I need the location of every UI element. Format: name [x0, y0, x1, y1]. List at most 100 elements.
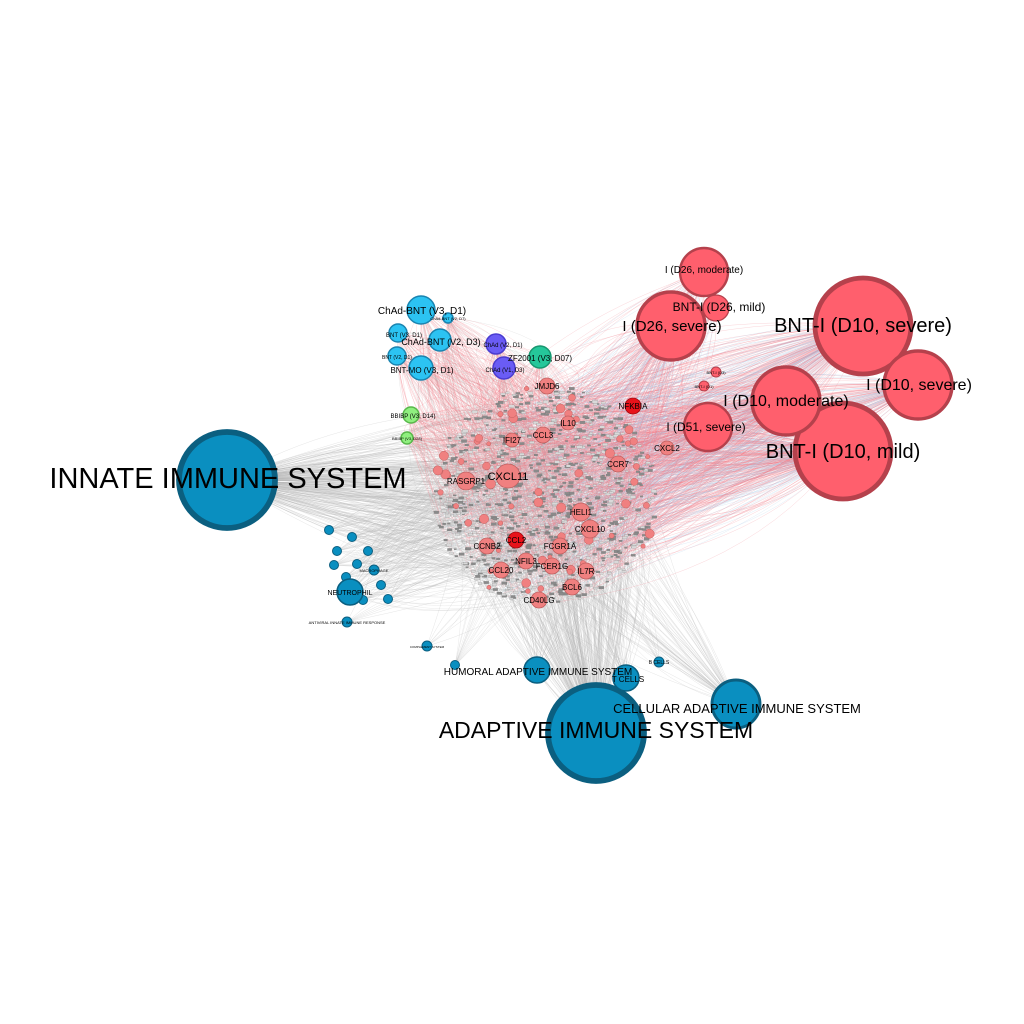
gene-node-small — [639, 472, 645, 476]
gene-node-small — [541, 536, 546, 539]
gene-node-small — [648, 465, 652, 468]
gene-node-small — [531, 527, 536, 530]
gene-node-small — [437, 524, 441, 527]
gene-node-small — [501, 460, 505, 462]
edge-vaccine — [447, 317, 612, 523]
innate-subnode — [376, 580, 386, 590]
gene-node-small — [556, 600, 561, 603]
gene-node-minor — [645, 454, 651, 459]
edge-infection — [474, 325, 864, 441]
gene-node-small — [561, 519, 565, 522]
edge-infection — [507, 399, 844, 454]
gene-node-small — [496, 516, 500, 519]
edge-infection — [517, 325, 864, 467]
gene-node-minor — [534, 487, 543, 497]
gene-node-small — [637, 475, 642, 479]
gene-node-small — [551, 418, 556, 422]
edge-infection — [584, 325, 672, 576]
gene-node-minor — [474, 434, 483, 443]
gene-node-small — [451, 457, 457, 460]
gene-node-small — [540, 529, 545, 532]
gene-node-small — [579, 476, 584, 480]
gene-node-small — [602, 443, 608, 446]
edge-infection — [584, 400, 787, 582]
gene-node-small — [613, 447, 619, 450]
edge-infection — [482, 406, 844, 452]
gene-node-small — [598, 482, 602, 485]
edge-immune — [373, 541, 475, 571]
edge-infection — [563, 325, 864, 586]
gene-node-small — [510, 447, 516, 451]
edge-immune — [577, 591, 660, 663]
gene-node-small — [548, 448, 551, 450]
gene-node-small — [630, 495, 636, 499]
gene-label-il7r: IL7R — [578, 567, 595, 576]
edge-vaccine — [420, 309, 468, 498]
edge-immune — [453, 507, 627, 679]
gene-node-minor — [508, 503, 515, 510]
gene-node-small — [543, 551, 547, 553]
gene-node-minor — [556, 502, 567, 513]
gene-node-small — [582, 415, 588, 419]
edge-vaccine — [420, 309, 452, 555]
gene-node-small — [546, 486, 552, 489]
gene-node-small — [610, 538, 614, 541]
gene-node-small — [607, 472, 611, 474]
gene-node-small — [459, 507, 463, 509]
gene-node-small — [529, 532, 536, 536]
gene-node-small — [446, 543, 452, 547]
gene-node-small — [597, 415, 604, 419]
gene-node-small — [618, 490, 623, 493]
edge-infection — [495, 325, 864, 541]
gene-node-small — [622, 568, 626, 571]
edge-vaccine — [397, 332, 580, 528]
infection-label-bnt-i-d3: BNT-I (D3) — [706, 370, 726, 375]
edge-immune — [349, 588, 579, 598]
gene-node-small — [474, 417, 480, 420]
edge-infection — [441, 325, 864, 463]
edge-infection — [450, 400, 787, 485]
gene-node-small — [537, 537, 541, 540]
gene-node-small — [599, 425, 605, 429]
gene-node-small — [558, 592, 565, 596]
edge-infection — [610, 325, 672, 559]
edge-infection — [547, 384, 919, 495]
immune-label-complement-system: COMPLEMENT SYSTEM — [410, 645, 445, 649]
edge-vaccine — [447, 317, 549, 468]
gene-node-small — [574, 453, 578, 456]
gene-node-small — [653, 493, 658, 495]
edge-infection — [587, 325, 864, 581]
gene-node-small — [586, 556, 591, 560]
gene-node-small — [496, 557, 501, 560]
gene-node-small — [599, 541, 604, 544]
gene-node-small — [467, 418, 472, 421]
gene-node-small — [520, 397, 524, 400]
gene-node-small — [490, 531, 495, 534]
gene-node-small — [621, 444, 625, 447]
gene-node-small — [544, 413, 549, 416]
immune-label-t-cells: T CELLS — [612, 675, 644, 684]
gene-node-small — [463, 562, 468, 565]
gene-node-small — [528, 526, 533, 529]
edge-infection — [546, 384, 919, 427]
edge-vaccine — [397, 332, 556, 418]
edge-immune — [226, 479, 597, 562]
edge-infection — [487, 271, 705, 403]
gene-node-small — [515, 425, 519, 427]
gene-node-small — [533, 516, 539, 519]
gene-node-small — [604, 542, 607, 544]
edge-infection — [533, 400, 787, 532]
vaccine-label-bbibp-v3-d14: BBIBP (V3, D14) — [391, 414, 436, 420]
gene-node-small — [588, 434, 593, 437]
edge-infection — [470, 325, 864, 466]
gene-node-minor — [482, 461, 491, 471]
edge-immune — [637, 546, 660, 663]
gene-node-small — [521, 417, 527, 420]
gene-label-nfkbia: NFKBIA — [619, 402, 649, 411]
edge-infection — [480, 426, 709, 530]
gene-node-small — [517, 510, 522, 513]
gene-node-small — [533, 454, 538, 456]
gene-node-small — [469, 556, 473, 558]
gene-node-small — [614, 477, 618, 480]
gene-node-small — [473, 538, 478, 541]
